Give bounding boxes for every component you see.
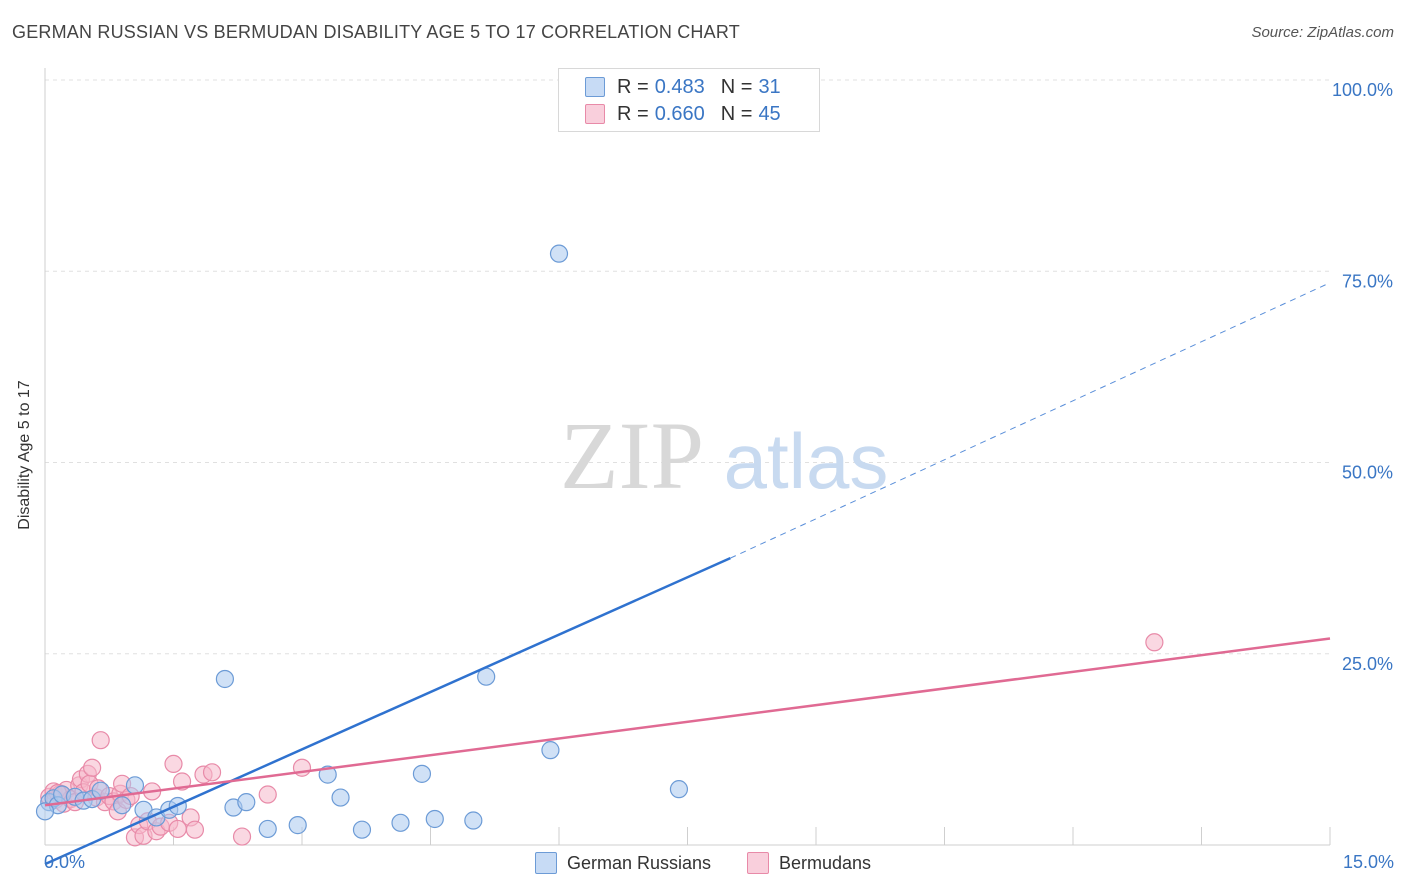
point-bermudans	[232, 827, 252, 846]
point-german-russians	[412, 764, 432, 783]
point-german-russians	[391, 813, 410, 832]
point-german-russians	[125, 776, 145, 795]
point-bermudans	[1145, 633, 1164, 652]
point-german-russians	[352, 820, 372, 839]
stats-legend: R = 0.483 N = 31 R = 0.660 N = 45	[558, 68, 820, 132]
point-german-russians	[288, 816, 307, 835]
point-bermudans	[202, 763, 222, 782]
swatch-blue	[585, 77, 605, 97]
point-german-russians	[669, 780, 689, 799]
r-label: R =	[617, 102, 649, 125]
grid-lines	[45, 79, 1330, 655]
point-german-russians	[35, 802, 55, 821]
n-label: N =	[720, 75, 753, 98]
x-tick-min: 0.0%	[44, 852, 86, 872]
y-axis-label: Disability Age 5 to 17	[16, 380, 33, 530]
legend-label: German Russians	[566, 852, 711, 873]
legend-swatch-blue	[534, 852, 557, 874]
r-label: R =	[617, 75, 649, 98]
point-bermudans	[258, 785, 277, 804]
point-german-russians	[464, 811, 483, 830]
series-bermudans-points	[40, 633, 1164, 847]
n-value: 45	[758, 102, 781, 125]
watermark-zip: ZIP	[560, 402, 704, 509]
r-value: 0.483	[654, 75, 705, 98]
point-german-russians	[541, 741, 560, 760]
stats-row-german-russians: R = 0.483 N = 31	[585, 74, 797, 100]
r-value: 0.660	[654, 102, 705, 125]
y-tick-label: 50.0%	[1342, 463, 1393, 483]
point-german-russians	[237, 793, 256, 812]
legend-label: Bermudans	[779, 852, 872, 873]
point-german-russians	[215, 669, 234, 689]
point-german-russians	[112, 796, 132, 815]
trend-bermudans	[44, 637, 1331, 807]
point-german-russians	[258, 819, 277, 839]
swatch-pink	[585, 104, 605, 124]
y-tick-label: 75.0%	[1342, 271, 1393, 291]
point-german-russians	[425, 809, 444, 829]
trend-lines	[44, 282, 1331, 866]
trend-german-russians	[44, 556, 731, 866]
legend-item-bermudans[interactable]: Bermudans	[747, 852, 871, 874]
series-german-russians-points	[35, 244, 689, 839]
stats-row-bermudans: R = 0.660 N = 45	[585, 101, 797, 127]
point-bermudans	[164, 754, 183, 774]
n-value: 31	[758, 75, 781, 98]
point-german-russians	[331, 788, 350, 807]
point-bermudans	[185, 820, 205, 839]
y-tick-labels: 25.0% 50.0% 75.0% 100.0%	[1332, 80, 1393, 674]
source-credit: Source: ZipAtlas.com	[1251, 24, 1394, 41]
legend-swatch-pink	[747, 852, 769, 874]
point-german-russians	[318, 765, 337, 784]
y-tick-label: 100.0%	[1332, 80, 1393, 100]
legend-item-german-russians[interactable]: German Russians	[534, 852, 711, 874]
series-legend: German Russians Bermudans	[0, 852, 1406, 874]
watermark-atlas: atlas	[724, 417, 889, 505]
point-german-russians	[549, 244, 569, 263]
y-tick-label: 25.0%	[1342, 654, 1393, 674]
n-label: N =	[720, 102, 753, 125]
point-bermudans	[91, 731, 110, 750]
x-tick-max: 15.0%	[1342, 852, 1394, 872]
axes	[44, 68, 1331, 846]
point-bermudans	[83, 758, 102, 777]
chart-title: GERMAN RUSSIAN VS BERMUDAN DISABILITY AG…	[12, 22, 740, 42]
